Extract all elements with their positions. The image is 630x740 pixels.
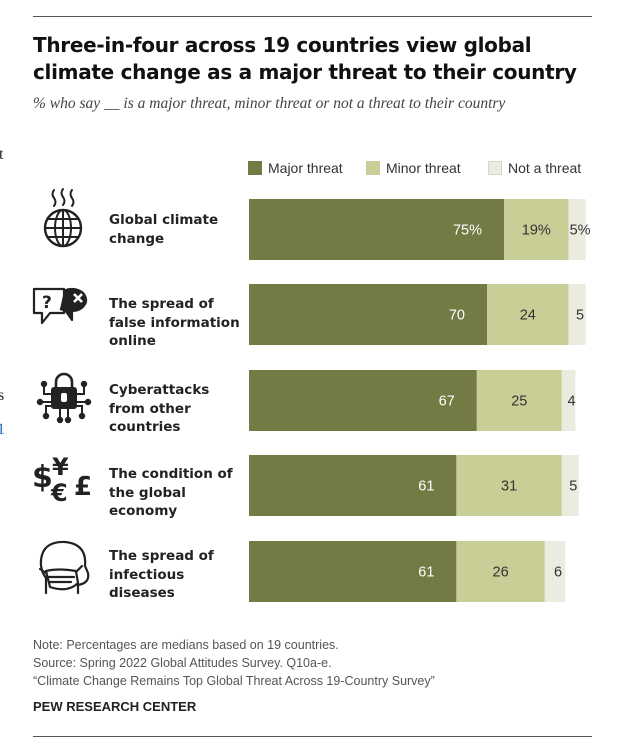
legend-item-none: Not a threat [488,160,581,176]
brand-name: PEW RESEARCH CENTER [33,699,197,714]
legend-swatch-none [488,161,502,175]
bottom-rule [33,736,592,737]
bar-none-4 [544,541,566,602]
bar-none-3 [561,455,579,516]
chart-title: Three-in-four across 19 countries view g… [33,33,577,84]
bar-major-1 [249,284,487,345]
svg-text:£: £ [74,472,92,502]
footer-note: Note: Percentages are medians based on 1… [33,638,339,652]
bar-label-minor-3: 31 [501,479,517,495]
bar-minor-2 [476,370,562,431]
currency-symbols-icon: $ ¥ € £ [32,453,92,507]
speech-bubbles-icon: ? [32,287,88,325]
circuit-lock-icon [36,372,92,424]
bar-label-none-1: 5 [576,308,584,324]
bar-label-major-4: 61 [418,565,434,581]
top-rule [33,16,592,17]
bar-major-3 [249,455,457,516]
legend: Major threat Minor threat Not a threat [0,160,630,180]
legend-label-none: Not a threat [508,160,582,176]
footer-source: Source: Spring 2022 Global Attitudes Sur… [33,656,332,670]
bar-label-none-4: 6 [554,565,562,581]
bar-label-major-3: 61 [418,479,434,495]
row-label-misinformation: The spread of false information online [109,296,240,349]
bar-label-minor-1: 24 [520,308,536,324]
legend-label-major: Major threat [268,160,343,176]
legend-swatch-minor [366,161,380,175]
bar-none-0 [568,199,586,260]
bar-minor-3 [456,455,562,516]
bar-label-major-2: 67 [439,394,455,410]
edge-text-fragment: t [0,146,4,163]
chart-subtitle: % who say __ is a major threat, minor th… [33,95,506,112]
row-label-diseases: The spread of infectious diseases [109,548,214,601]
legend-item-major: Major threat [248,160,343,176]
legend-item-minor: Minor threat [366,160,461,176]
row-label-cyberattacks: Cyberattacks from other countries [109,382,210,435]
footer-report: “Climate Change Remains Top Global Threa… [33,674,435,688]
bar-minor-0 [504,199,569,260]
bar-label-minor-2: 25 [511,394,527,410]
bar-label-none-0: 5% [570,223,591,239]
row-label-climate: Global climate change [109,212,219,247]
svg-text:$: $ [32,460,53,495]
svg-text:?: ? [42,293,52,313]
bar-label-major-0: 75% [453,223,482,239]
bar-none-2 [561,370,576,431]
edge-text-fragment: 1 [0,421,5,438]
edge-text-fragment: s [0,387,5,404]
row-label-economy: The condition of the global economy [109,466,233,519]
bar-label-none-2: 4 [568,394,576,410]
bar-none-1 [568,284,586,345]
bar-label-none-3: 5 [569,479,577,495]
svg-text:¥: ¥ [52,453,69,481]
bar-minor-4 [456,541,545,602]
bar-label-minor-0: 19% [522,223,551,239]
legend-label-minor: Minor threat [386,160,461,176]
face-mask-icon [38,540,90,595]
globe-heat-icon [43,188,83,248]
bar-major-2 [249,370,477,431]
bar-label-minor-4: 26 [493,565,509,581]
legend-swatch-major [248,161,262,175]
bar-minor-1 [487,284,569,345]
bar-major-4 [249,541,457,602]
bar-label-major-1: 70 [449,308,465,324]
bar-major-0 [249,199,504,260]
svg-text:€: € [50,479,68,507]
